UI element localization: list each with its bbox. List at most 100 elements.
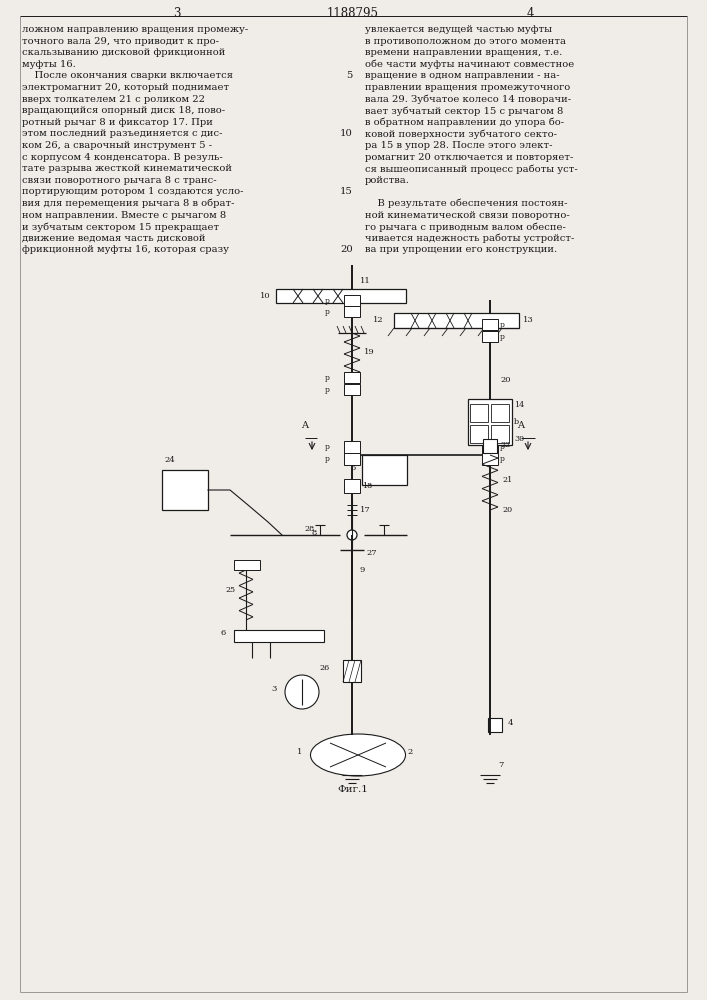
Bar (344, 441, 360, 453)
Text: в обратном направлении до упора бо-: в обратном направлении до упора бо- (365, 118, 564, 127)
Text: го рычага с приводным валом обеспе-: го рычага с приводным валом обеспе- (365, 222, 566, 232)
Text: портирующим ротором 1 создаются усло-: портирующим ротором 1 создаются усло- (22, 187, 243, 196)
Text: чивается надежность работы устройст-: чивается надежность работы устройст- (365, 234, 574, 243)
Text: 3: 3 (173, 7, 181, 20)
Text: В результате обеспечения постоян-: В результате обеспечения постоян- (365, 199, 568, 209)
Text: ва при упрощении его конструкции.: ва при упрощении его конструкции. (365, 245, 557, 254)
Bar (394, 313, 519, 328)
Text: p: p (500, 455, 505, 463)
Text: p: p (500, 321, 505, 329)
Bar (344, 479, 360, 493)
Text: p: p (325, 297, 330, 305)
Text: 9: 9 (360, 566, 366, 574)
Text: 22: 22 (500, 441, 510, 449)
Text: ковой поверхности зубчатого секто-: ковой поверхности зубчатого секто- (365, 129, 557, 139)
Bar (344, 295, 360, 306)
Text: фрикционной муфты 16, которая сразу: фрикционной муфты 16, которая сразу (22, 245, 229, 254)
Text: ном направлении. Вместе с рычагом 8: ном направлении. Вместе с рычагом 8 (22, 211, 226, 220)
Text: 4: 4 (508, 719, 513, 727)
Bar (344, 372, 360, 383)
Text: скальзыванию дисковой фрикционной: скальзыванию дисковой фрикционной (22, 48, 226, 57)
Bar (482, 441, 498, 453)
Text: 4: 4 (526, 7, 534, 20)
Bar (470, 425, 488, 443)
Text: тате разрыва жесткой кинематической: тате разрыва жесткой кинематической (22, 164, 232, 173)
Text: времени направлении вращения, т.е.: времени направлении вращения, т.е. (365, 48, 562, 57)
Text: в противоположном до этого момента: в противоположном до этого момента (365, 37, 566, 46)
Bar (482, 319, 498, 330)
Bar (483, 439, 497, 453)
Text: муфты 16.: муфты 16. (22, 60, 76, 69)
Text: p: p (325, 308, 330, 316)
Bar (234, 630, 324, 642)
Text: A: A (301, 421, 308, 430)
Text: 17: 17 (360, 506, 370, 514)
Text: с корпусом 4 конденсатора. В резуль-: с корпусом 4 конденсатора. В резуль- (22, 153, 223, 162)
Text: 21: 21 (502, 476, 513, 484)
Bar (344, 306, 360, 317)
Text: 19: 19 (364, 348, 375, 356)
Text: вращение в одном направлении - на-: вращение в одном направлении - на- (365, 71, 560, 80)
Text: вия для перемещения рычага 8 в обрат-: вия для перемещения рычага 8 в обрат- (22, 199, 235, 209)
Text: 20: 20 (502, 506, 512, 514)
Bar (482, 453, 498, 465)
Text: ра 15 в упор 28. После этого элект-: ра 15 в упор 28. После этого элект- (365, 141, 552, 150)
Bar (344, 453, 360, 465)
Text: ся вышеописанный процесс работы уст-: ся вышеописанный процесс работы уст- (365, 164, 578, 174)
Text: 18: 18 (362, 482, 372, 490)
Text: 8: 8 (311, 529, 317, 537)
Text: 7: 7 (498, 761, 503, 769)
Text: электромагнит 20, который поднимает: электромагнит 20, который поднимает (22, 83, 229, 92)
Bar (468, 399, 512, 445)
Text: связи поворотного рычага 8 с транс-: связи поворотного рычага 8 с транс- (22, 176, 216, 185)
Text: 1: 1 (298, 748, 303, 756)
Text: ложном направлению вращения промежу-: ложном направлению вращения промежу- (22, 25, 248, 34)
Bar (162, 470, 208, 510)
Text: 15: 15 (340, 187, 353, 196)
Text: p: p (325, 455, 330, 463)
Text: A: A (518, 421, 525, 430)
Bar (491, 425, 509, 443)
Text: 20: 20 (500, 376, 510, 384)
Text: вращающийся опорный диск 18, пово-: вращающийся опорный диск 18, пово- (22, 106, 225, 115)
Text: 5: 5 (351, 464, 356, 472)
Text: 6: 6 (221, 629, 226, 637)
Text: 20: 20 (340, 245, 353, 254)
Text: b: b (514, 418, 519, 426)
Text: увлекается ведущей частью муфты: увлекается ведущей частью муфты (365, 25, 552, 34)
Text: ромагнит 20 отключается и повторяет-: ромагнит 20 отключается и повторяет- (365, 153, 573, 162)
Text: 28: 28 (305, 525, 315, 533)
Text: 1188795: 1188795 (327, 7, 379, 20)
Text: 26: 26 (320, 664, 330, 672)
Bar (482, 331, 498, 342)
Text: 30: 30 (514, 435, 524, 443)
Text: 10: 10 (260, 292, 271, 300)
Text: точного вала 29, что приводит к про-: точного вала 29, что приводит к про- (22, 37, 219, 46)
Text: вверх толкателем 21 с роликом 22: вверх толкателем 21 с роликом 22 (22, 95, 205, 104)
Text: обе части муфты начинают совместное: обе части муфты начинают совместное (365, 60, 574, 69)
Circle shape (347, 530, 357, 540)
Text: 11: 11 (360, 277, 370, 285)
Text: движение ведомая часть дисковой: движение ведомая часть дисковой (22, 234, 206, 243)
Text: После окончания сварки включается: После окончания сварки включается (22, 71, 233, 80)
Text: 25: 25 (226, 586, 236, 594)
Text: вала 29. Зубчатое колесо 14 поворачи-: вала 29. Зубчатое колесо 14 поворачи- (365, 95, 571, 104)
Text: 27: 27 (366, 549, 377, 557)
Bar (276, 289, 406, 303)
Text: этом последний разъединяется с дис-: этом последний разъединяется с дис- (22, 129, 223, 138)
Text: ной кинематической связи поворотно-: ной кинематической связи поворотно- (365, 211, 570, 220)
Bar (362, 455, 407, 485)
Text: p: p (325, 443, 330, 451)
Text: p: p (325, 374, 330, 382)
Bar (234, 560, 260, 570)
Text: ротный рычаг 8 и фиксатор 17. При: ротный рычаг 8 и фиксатор 17. При (22, 118, 213, 127)
Bar (344, 384, 360, 395)
Bar (491, 404, 509, 422)
Text: p: p (325, 386, 330, 394)
Bar (488, 718, 502, 732)
Text: 2: 2 (407, 748, 413, 756)
Bar (343, 660, 361, 682)
Text: вает зубчатый сектор 15 с рычагом 8: вает зубчатый сектор 15 с рычагом 8 (365, 106, 563, 116)
Text: правлении вращения промежуточного: правлении вращения промежуточного (365, 83, 571, 92)
Text: и зубчатым сектором 15 прекращает: и зубчатым сектором 15 прекращает (22, 222, 219, 232)
